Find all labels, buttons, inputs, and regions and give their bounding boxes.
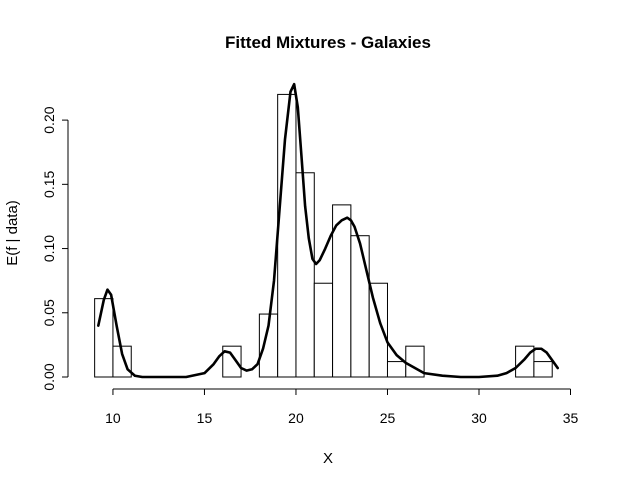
y-tick-label-4: 0.20 [41,106,57,133]
x-axis-label: X [323,450,333,467]
histogram-bar-0 [94,298,114,378]
y-tick-label-0: 0.00 [41,363,57,390]
histogram-bar-9 [368,282,388,378]
y-tick-label-2: 0.10 [41,235,57,262]
x-tick-label-35: 35 [563,410,579,426]
histogram-bar-4 [277,93,297,378]
histogram-bar-10 [386,361,407,378]
x-axis: 10 15 20 25 30 35 [105,388,579,426]
histogram-bar-5 [295,172,315,378]
histogram-bar-13 [533,361,553,378]
fitted-density-curve [97,82,559,379]
histogram-bar-6 [313,282,334,378]
histogram-bar-8 [350,235,370,378]
x-tick-label-30: 30 [471,410,487,426]
x-tick-label-10: 10 [105,410,121,426]
chart-title: Fitted Mixtures - Galaxies [225,33,431,52]
histogram-bars [94,93,553,378]
histogram-bar-2 [222,345,242,378]
x-tick-label-15: 15 [197,410,213,426]
y-tick-label-1: 0.05 [41,299,57,326]
y-axis-label: E(f | data) [4,200,21,266]
y-axis: 0.00 0.05 0.10 0.15 0.20 [41,106,69,391]
x-tick-label-25: 25 [380,410,396,426]
histogram-bar-7 [332,204,352,378]
y-tick-label-3: 0.15 [41,170,57,197]
x-tick-label-20: 20 [288,410,304,426]
